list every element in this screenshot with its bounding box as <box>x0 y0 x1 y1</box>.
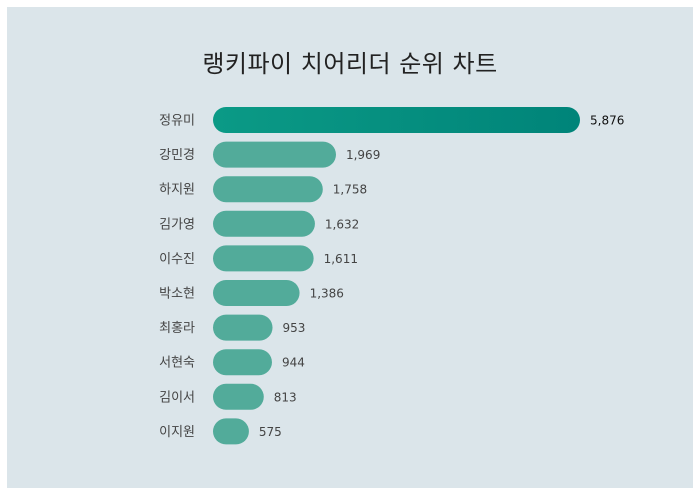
bar-강민경 <box>213 141 336 168</box>
value-label: 953 <box>283 321 306 335</box>
value-label: 1,632 <box>325 217 359 231</box>
category-label: 강민경 <box>159 148 195 163</box>
category-label: 정유미 <box>159 114 195 129</box>
chart-title: 랭키파이 치어리더 순위 차트 <box>202 50 498 78</box>
bar-하지원 <box>213 176 323 203</box>
value-label: 1,969 <box>346 148 380 162</box>
category-label: 김이서 <box>159 390 195 405</box>
category-label: 김가영 <box>159 217 195 232</box>
bar-정유미 <box>213 107 580 133</box>
value-label: 5,876 <box>590 114 624 128</box>
category-label: 박소현 <box>159 287 195 302</box>
value-label: 1,758 <box>333 183 367 197</box>
category-label: 서현숙 <box>159 356 195 371</box>
chart-panel <box>7 7 693 488</box>
bar-이수진 <box>213 245 314 272</box>
category-label: 이지원 <box>159 425 195 440</box>
value-label: 813 <box>274 390 297 404</box>
bar-서현숙 <box>213 349 272 376</box>
bar-김이서 <box>213 383 264 410</box>
value-label: 575 <box>259 425 282 439</box>
value-label: 1,611 <box>324 252 358 266</box>
value-label: 1,386 <box>310 287 344 301</box>
bar-박소현 <box>213 280 300 306</box>
value-label: 944 <box>282 356 305 370</box>
category-label: 이수진 <box>159 252 195 267</box>
bar-김가영 <box>213 210 315 237</box>
category-label: 하지원 <box>159 183 195 198</box>
bar-이지원 <box>213 418 249 445</box>
category-label: 최홍라 <box>159 321 195 336</box>
bar-최홍라 <box>213 314 273 341</box>
